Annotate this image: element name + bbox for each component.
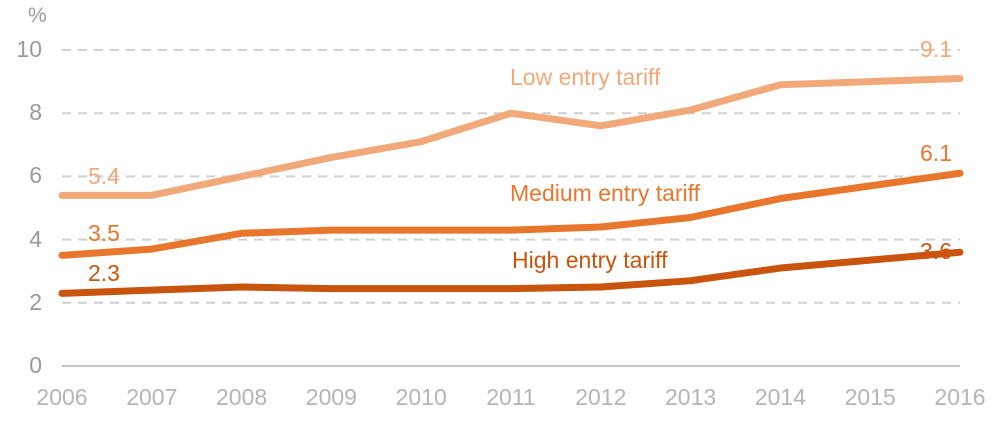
end-value-label-2: 3.6 bbox=[920, 238, 952, 264]
x-axis-tick: 2009 bbox=[305, 384, 357, 410]
x-axis-tick: 2006 bbox=[36, 384, 88, 410]
series-line bbox=[58, 74, 964, 199]
series-label-2: High entry tariff bbox=[512, 247, 668, 273]
start-value-label-1: 3.5 bbox=[88, 220, 120, 246]
x-axis-tick: 2016 bbox=[934, 384, 986, 410]
end-value-label-0: 9.1 bbox=[920, 36, 952, 62]
series-line bbox=[58, 248, 964, 297]
end-value-label-1: 6.1 bbox=[920, 140, 952, 166]
x-axis-tick: 2012 bbox=[575, 384, 627, 410]
x-axis-tick: 2010 bbox=[395, 384, 447, 410]
series-line bbox=[58, 169, 964, 259]
y-axis-tick: 4 bbox=[29, 225, 42, 252]
start-value-label-2: 2.3 bbox=[88, 260, 120, 286]
y-axis-tick: 8 bbox=[29, 99, 42, 126]
series-label-0: Low entry tariff bbox=[510, 64, 661, 90]
x-axis-tick: 2014 bbox=[754, 384, 806, 410]
y-axis-unit-label: % bbox=[28, 4, 47, 27]
x-axis-tick: 2008 bbox=[216, 384, 268, 410]
x-axis-tick: 2013 bbox=[665, 384, 717, 410]
y-axis-tick: 2 bbox=[29, 288, 42, 315]
y-axis-tick: 10 bbox=[16, 36, 42, 62]
y-axis-tick: 0 bbox=[29, 352, 42, 378]
series-label-1: Medium entry tariff bbox=[510, 180, 701, 206]
x-axis-tick: 2015 bbox=[844, 384, 896, 410]
start-value-label-0: 5.4 bbox=[88, 163, 120, 189]
y-axis-tick: 6 bbox=[29, 162, 42, 189]
x-axis-tick: 2007 bbox=[126, 384, 178, 410]
x-axis-tick: 2011 bbox=[486, 384, 536, 410]
